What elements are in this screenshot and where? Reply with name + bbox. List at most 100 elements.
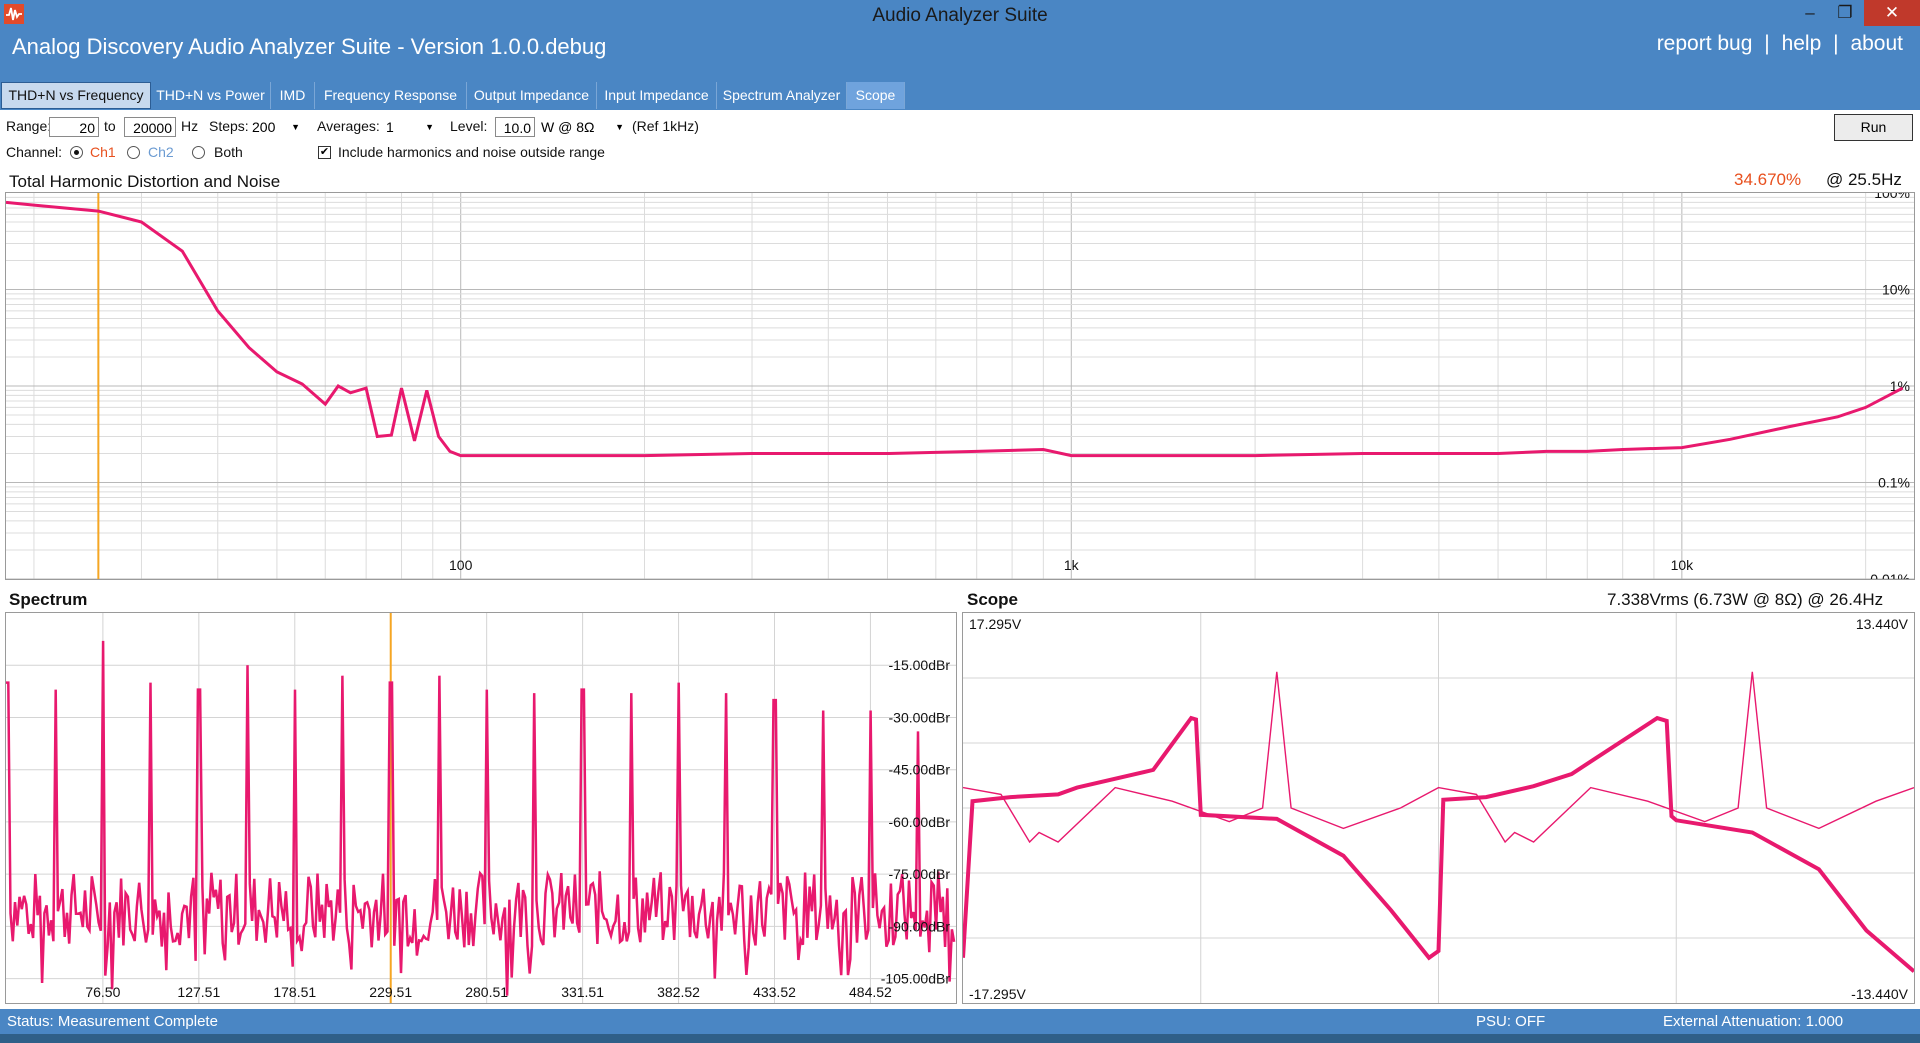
spectrum-x-tick-label: 280.51 bbox=[465, 984, 508, 1000]
level-ref-label: (Ref 1kHz) bbox=[632, 118, 699, 134]
thd-ticks: 100 1k 10k 100% 10% 1% 0.1% 0.01% bbox=[449, 192, 1910, 580]
steps-label: Steps: bbox=[209, 118, 249, 134]
link-separator: | bbox=[1833, 32, 1839, 55]
tab-imd[interactable]: IMD bbox=[271, 82, 315, 109]
tab-input-impedance[interactable]: Input Impedance bbox=[597, 82, 717, 109]
thd-y-tick-label: 0.1% bbox=[1878, 475, 1910, 491]
thd-y-tick-label: 0.01% bbox=[1870, 571, 1910, 580]
averages-select[interactable]: 1 ▼ bbox=[386, 117, 436, 137]
thd-grid bbox=[6, 193, 1914, 579]
tab-output-impedance[interactable]: Output Impedance bbox=[467, 82, 597, 109]
scope-axis-labels: 17.295V -17.295V 13.440V -13.440V bbox=[969, 616, 1909, 1002]
averages-value: 1 bbox=[386, 119, 394, 135]
spectrum-x-tick-label: 484.52 bbox=[849, 984, 892, 1000]
spectrum-x-tick-label: 433.52 bbox=[753, 984, 796, 1000]
spectrum-trace bbox=[6, 640, 956, 996]
spectrum-y-tick-label: -30.00dBr bbox=[889, 709, 951, 725]
scope-left-max-label: 17.295V bbox=[969, 616, 1022, 632]
taskbar bbox=[0, 1034, 1920, 1043]
report-bug-link[interactable]: report bug bbox=[1656, 32, 1753, 55]
hz-label: Hz bbox=[181, 118, 199, 134]
chevron-down-icon: ▼ bbox=[615, 122, 624, 132]
window-title: Audio Analyzer Suite bbox=[872, 5, 1048, 26]
tab-thdn-vs-frequency[interactable]: THD+N vs Frequency bbox=[1, 82, 151, 109]
range-label: Range: bbox=[6, 118, 52, 134]
spectrum-y-tick-label: -60.00dBr bbox=[889, 814, 951, 830]
spectrum-y-tick-label: -15.00dBr bbox=[889, 657, 951, 673]
spectrum-x-tick-label: 382.52 bbox=[657, 984, 700, 1000]
ch1-radio[interactable] bbox=[70, 146, 83, 159]
attenuation-status: External Attenuation: 1.000 bbox=[1663, 1013, 1844, 1030]
thd-plot[interactable]: 100 1k 10k 100% 10% 1% 0.1% 0.01% bbox=[5, 192, 1915, 580]
spectrum-title: Spectrum bbox=[9, 590, 88, 609]
thd-x-tick-label: 10k bbox=[1671, 557, 1695, 573]
channel-label: Channel: bbox=[6, 144, 63, 160]
about-link[interactable]: about bbox=[1850, 32, 1903, 55]
thd-trace bbox=[6, 200, 1904, 458]
ch2-radio[interactable] bbox=[127, 146, 140, 159]
range-from-input[interactable]: 20 bbox=[49, 117, 99, 137]
thd-y-tick-label: 10% bbox=[1882, 282, 1910, 298]
minimize-button[interactable]: – bbox=[1805, 3, 1815, 22]
window-title-bar: Audio Analyzer Suite – ❐ ✕ bbox=[0, 0, 1920, 30]
scope-trace-thick bbox=[963, 715, 1914, 973]
spectrum-y-tick-label: -90.00dBr bbox=[889, 918, 951, 934]
close-button[interactable]: ✕ bbox=[1864, 0, 1920, 26]
scope-right-min-label: -13.440V bbox=[1851, 986, 1908, 1002]
spectrum-ticks: 76.50 127.51 178.51 229.51 280.51 331.51 382.5… bbox=[85, 657, 950, 1000]
thd-y-tick-label: 100% bbox=[1874, 192, 1910, 201]
ch1-label: Ch1 bbox=[90, 144, 116, 160]
scope-title: Scope bbox=[967, 590, 1019, 609]
scope-trace-thin bbox=[963, 671, 1914, 844]
level-unit-select[interactable]: W @ 8Ω ▼ bbox=[541, 117, 626, 137]
spectrum-y-tick-label: -75.00dBr bbox=[889, 866, 951, 882]
waveform-app-icon bbox=[4, 4, 24, 24]
help-link[interactable]: help bbox=[1781, 32, 1822, 55]
spectrum-y-tick-label: -105.00dBr bbox=[881, 971, 951, 987]
steps-select[interactable]: 200 ▼ bbox=[252, 117, 302, 137]
spectrum-x-tick-label: 178.51 bbox=[273, 984, 316, 1000]
thd-readout-frequency: @ 25.5Hz bbox=[1826, 170, 1902, 189]
averages-label: Averages: bbox=[317, 118, 380, 134]
steps-value: 200 bbox=[252, 119, 276, 135]
psu-status: PSU: OFF bbox=[1476, 1013, 1546, 1030]
include-harmonics-checkbox[interactable]: ✔ bbox=[318, 146, 331, 159]
run-button[interactable]: Run bbox=[1834, 114, 1913, 141]
status-text: Status: Measurement Complete bbox=[7, 1013, 218, 1030]
range-to-input[interactable]: 20000 bbox=[124, 117, 176, 137]
level-unit-value: W @ 8Ω bbox=[541, 119, 595, 135]
tab-thdn-vs-power[interactable]: THD+N vs Power bbox=[151, 82, 271, 109]
tab-spectrum-analyzer[interactable]: Spectrum Analyzer bbox=[717, 82, 847, 109]
thd-readout-value: 34.670% bbox=[1734, 170, 1802, 189]
level-input[interactable]: 10.0 bbox=[495, 117, 535, 137]
header-links: report bug | help | about bbox=[1651, 32, 1903, 56]
thd-x-tick-label: 100 bbox=[449, 557, 473, 573]
tab-strip: THD+N vs Frequency THD+N vs Power IMD Fr… bbox=[0, 82, 1920, 110]
thd-y-tick-label: 1% bbox=[1890, 378, 1910, 394]
both-label: Both bbox=[214, 144, 243, 160]
thd-title: Total Harmonic Distortion and Noise bbox=[9, 172, 281, 191]
spectrum-x-tick-label: 127.51 bbox=[177, 984, 220, 1000]
scope-readout: 7.338Vrms (6.73W @ 8Ω) @ 26.4Hz bbox=[1607, 590, 1884, 609]
tab-scope[interactable]: Scope bbox=[847, 82, 905, 109]
link-separator: | bbox=[1764, 32, 1770, 55]
spectrum-x-tick-label: 331.51 bbox=[561, 984, 604, 1000]
scope-left-min-label: -17.295V bbox=[969, 986, 1026, 1002]
spectrum-x-tick-label: 76.50 bbox=[85, 984, 120, 1000]
spectrum-x-tick-label: 229.51 bbox=[369, 984, 412, 1000]
app-name: Analog Discovery Audio Analyzer Suite - … bbox=[12, 34, 607, 59]
thd-x-tick-label: 1k bbox=[1064, 557, 1080, 573]
scope-right-max-label: 13.440V bbox=[1856, 616, 1909, 632]
app-header: Analog Discovery Audio Analyzer Suite - … bbox=[0, 30, 1920, 82]
spectrum-y-tick-label: -45.00dBr bbox=[889, 762, 951, 778]
ch2-label: Ch2 bbox=[148, 144, 174, 160]
include-harmonics-label: Include harmonics and noise outside rang… bbox=[338, 144, 605, 160]
spectrum-plot[interactable]: 76.50 127.51 178.51 229.51 280.51 331.51 382.5… bbox=[5, 612, 957, 1004]
both-radio[interactable] bbox=[192, 146, 205, 159]
chevron-down-icon: ▼ bbox=[425, 122, 434, 132]
scope-plot[interactable]: 17.295V -17.295V 13.440V -13.440V bbox=[962, 612, 1915, 1004]
level-label: Level: bbox=[450, 118, 488, 134]
to-label: to bbox=[104, 118, 116, 134]
tab-frequency-response[interactable]: Frequency Response bbox=[315, 82, 467, 109]
restore-button[interactable]: ❐ bbox=[1837, 3, 1853, 22]
